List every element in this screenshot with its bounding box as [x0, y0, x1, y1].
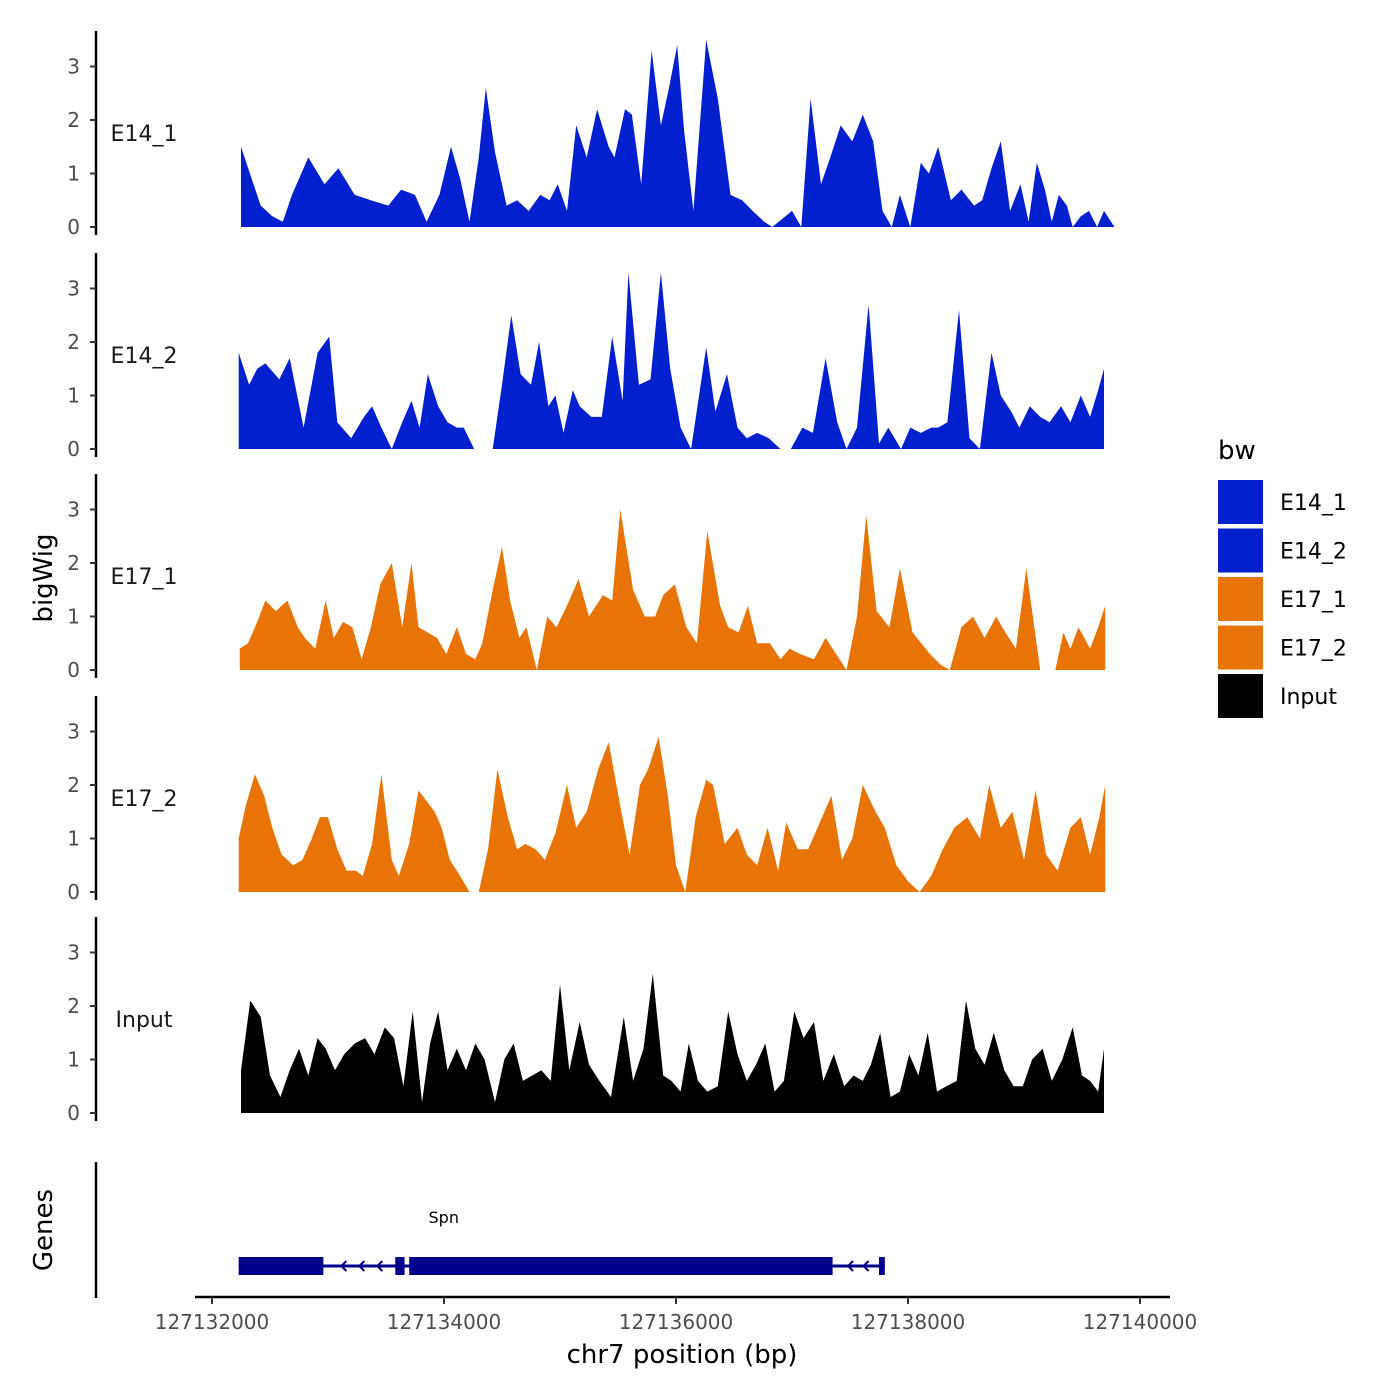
legend-items: E14_1 E14_2 E17_1 E17_2 Input — [1218, 480, 1347, 718]
track-label: Input — [116, 1008, 173, 1033]
track-e17-2: 0 1 2 3 E17_2 — [67, 696, 1106, 904]
y-tick-label: 3 — [67, 941, 80, 965]
legend-title: bw — [1218, 436, 1256, 466]
x-tick-label: 127136000 — [619, 1310, 734, 1334]
x-ticks: 127132000 127134000 127136000 127138000 1271… — [155, 1297, 1198, 1334]
track-e14-2: 0 1 2 3 E14_2 — [67, 253, 1104, 461]
y-tick-label: 1 — [67, 384, 80, 408]
gene-exon — [395, 1257, 405, 1275]
gene-name-label: Spn — [429, 1208, 459, 1227]
track-e17-1: 0 1 2 3 E17_1 — [67, 474, 1106, 682]
legend-item: E14_2 — [1218, 528, 1347, 573]
signal-area — [238, 736, 1106, 892]
x-tick-label: 127138000 — [851, 1310, 966, 1334]
x-axis-title: chr7 position (bp) — [567, 1340, 798, 1370]
gene-exon — [238, 1257, 324, 1275]
legend-swatch — [1218, 674, 1263, 718]
y-tick-label: 2 — [67, 330, 80, 354]
y-tick-label: 3 — [67, 720, 80, 744]
legend-label: E14_1 — [1280, 491, 1347, 516]
strand-chevron — [846, 1260, 854, 1272]
track-e14-1: 0 1 2 3 E14_1 — [67, 31, 1115, 239]
track-input: 0 1 2 3 Input — [67, 917, 1104, 1125]
tracks-layer: 0 1 2 3 E14_1 0 1 2 3 E14_2 0 1 2 3 E17_1 0 1 2 3 E17_2 0 1 2 3… — [67, 31, 1115, 1125]
y-tick-label: 0 — [67, 1101, 80, 1125]
y-tick-label: 0 — [67, 658, 80, 682]
x-tick-label: 127140000 — [1083, 1310, 1198, 1334]
legend-label: E17_1 — [1280, 588, 1347, 613]
signal-area — [238, 272, 1104, 449]
strand-chevron — [339, 1260, 348, 1272]
gene-model: Spn — [238, 1208, 885, 1275]
genes-panel: Genes Spn — [29, 1162, 885, 1298]
y-tick-label: 2 — [67, 773, 80, 797]
y-tick-label: 1 — [67, 827, 80, 851]
legend-item: E14_1 — [1218, 480, 1347, 524]
genes-axis-title: Genes — [29, 1189, 59, 1271]
y-tick-label: 0 — [67, 880, 80, 904]
signal-area — [241, 973, 1104, 1113]
y-tick-label: 1 — [67, 1048, 80, 1072]
y-tick-label: 3 — [67, 277, 80, 301]
legend-item: E17_1 — [1218, 577, 1347, 621]
y-tick-label: 0 — [67, 215, 80, 239]
y-tick-label: 2 — [67, 994, 80, 1018]
y-tick-label: 3 — [67, 498, 80, 522]
y-tick-label: 3 — [67, 55, 80, 79]
strand-chevron — [862, 1260, 870, 1272]
x-tick-label: 127132000 — [155, 1310, 270, 1334]
legend-swatch — [1218, 625, 1263, 670]
gene-exon — [409, 1257, 833, 1275]
legend-swatch — [1218, 577, 1263, 621]
legend-label: Input — [1280, 685, 1337, 710]
track-label: E14_1 — [111, 122, 178, 147]
legend-item: Input — [1218, 674, 1337, 718]
gene-models: Spn — [238, 1208, 885, 1275]
y-tick-label: 1 — [67, 162, 80, 186]
signal-area — [239, 509, 1106, 670]
legend-label: E17_2 — [1280, 637, 1347, 662]
legend-swatch — [1218, 480, 1263, 524]
strand-chevron — [357, 1260, 366, 1272]
legend: bw E14_1 E14_2 E17_1 E17_2 Input — [1218, 436, 1347, 718]
signal-area — [241, 39, 1115, 227]
y-tick-label: 0 — [67, 437, 80, 461]
track-label: E17_1 — [111, 565, 178, 590]
legend-label: E14_2 — [1280, 540, 1347, 565]
x-axis: 127132000 127134000 127136000 127138000 1271… — [155, 1295, 1198, 1370]
strand-chevron — [375, 1260, 384, 1272]
y-tick-label: 2 — [67, 551, 80, 575]
y-tick-label: 2 — [67, 108, 80, 132]
x-tick-label: 127134000 — [387, 1310, 502, 1334]
legend-swatch — [1218, 528, 1263, 573]
track-label: E17_2 — [111, 787, 178, 812]
y-tick-label: 1 — [67, 605, 80, 629]
track-label: E14_2 — [111, 344, 178, 369]
y-axis-title: bigWig — [29, 533, 59, 622]
gene-exon — [879, 1257, 885, 1275]
legend-item: E17_2 — [1218, 625, 1347, 670]
